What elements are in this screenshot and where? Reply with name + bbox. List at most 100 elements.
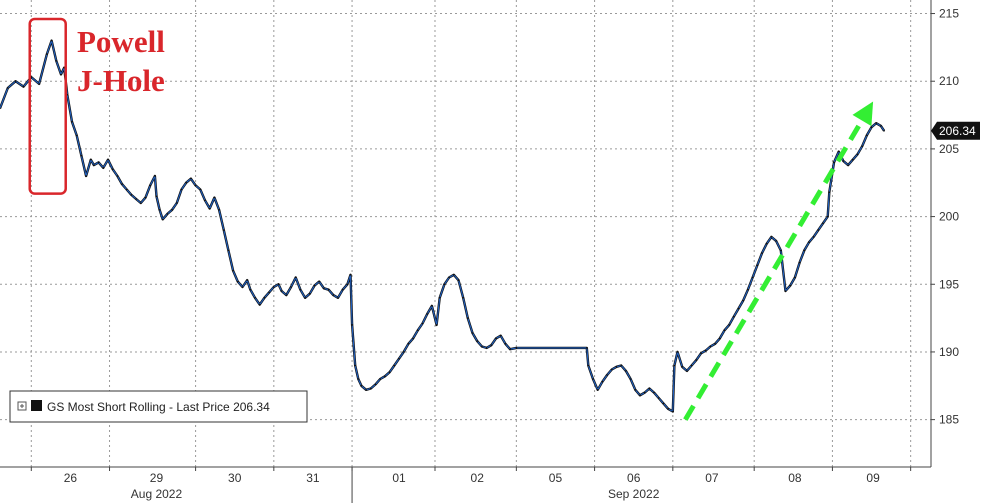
highlight-box [28,17,67,195]
data-point [299,288,302,291]
data-point [351,324,353,326]
data-point [448,276,450,279]
data-point [833,161,835,164]
data-point [85,175,87,177]
legend-swatch-icon [31,400,42,411]
data-point [467,317,469,319]
data-point [443,283,446,286]
data-point [728,324,730,326]
data-point [80,154,83,157]
data-point [495,337,497,340]
x-tick-label: 06 [627,471,641,485]
data-point [313,284,316,287]
data-point [398,357,400,360]
data-point [75,134,78,137]
data-point [826,215,829,218]
data-point [509,348,511,351]
data-point [249,288,252,291]
data-point [332,294,335,296]
data-point [213,196,216,199]
data-point [379,378,382,380]
y-tick-label: 190 [939,345,959,359]
data-point [592,378,594,380]
data-point [360,385,363,387]
data-point [140,202,142,204]
data-point [596,389,599,391]
data-point [407,343,410,345]
data-point [341,288,344,291]
legend: GS Most Short Rolling - Last Price 206.3… [9,390,308,423]
data-point [370,387,372,390]
x-tick-label: 08 [788,471,802,485]
data-point [643,391,646,394]
data-point [515,347,518,349]
y-tick-labels: 215 210 205 200 195 190 185 [931,7,959,427]
x-tick-label: 26 [64,471,78,485]
month-label: Aug 2022 [131,487,183,501]
data-point [634,389,637,391]
x-tick-label: 30 [228,471,242,485]
data-point [258,303,261,306]
data-point [294,276,297,279]
data-point [587,364,590,367]
data-point [438,297,441,299]
trend-arrow-line [683,119,865,421]
month-labels: Aug 2022 Sep 2022 [131,487,660,501]
data-point [784,290,787,292]
data-point [135,198,137,200]
data-point [304,297,306,299]
data-point [388,371,391,374]
data-point [847,164,849,166]
data-point [504,343,507,345]
data-point [606,374,608,376]
data-point [615,366,618,368]
data-point [144,196,147,199]
data-point [817,229,820,231]
data-point [354,364,357,367]
data-point [60,73,62,76]
data-point [232,269,234,272]
data-point [822,222,824,225]
last-value-label: 206.34 [939,124,976,138]
data-point [765,242,768,245]
data-point [194,184,197,187]
data-point [733,315,735,318]
data-point [277,283,280,286]
data-point [412,337,414,340]
data-point [775,240,777,242]
data-point [116,175,119,177]
month-label: Sep 2022 [608,487,660,501]
data-point [673,364,676,367]
data-point [365,389,367,391]
axis-layer [0,0,932,503]
data-point [842,160,845,162]
x-tick-label: 29 [150,471,164,485]
data-point [107,158,109,161]
data-point [154,175,156,177]
annotation-title-line2: J-Hole [77,63,165,98]
data-point [102,167,105,169]
last-value-badge-shape [931,121,980,140]
data-point [190,177,192,180]
data-point [285,294,288,296]
data-point [695,359,698,361]
series-layer [0,39,886,413]
data-point [55,60,58,62]
data-point [435,324,438,326]
data-point [662,402,665,405]
data-point [704,349,707,352]
data-point [672,410,674,413]
x-tick-labels: 26 29 30 31 01 02 05 06 07 08 09 [30,467,912,485]
data-point [789,284,791,287]
data-point [337,297,339,299]
data-point [309,292,311,295]
data-point [50,39,53,42]
legend-box [9,390,308,423]
data-point [866,134,868,137]
x-tick-label: 31 [306,471,320,485]
data-point [121,183,123,185]
data-point [166,213,169,215]
data-point [223,229,225,231]
legend-text: GS Most Short Rolling - Last Price 206.3… [47,400,270,414]
